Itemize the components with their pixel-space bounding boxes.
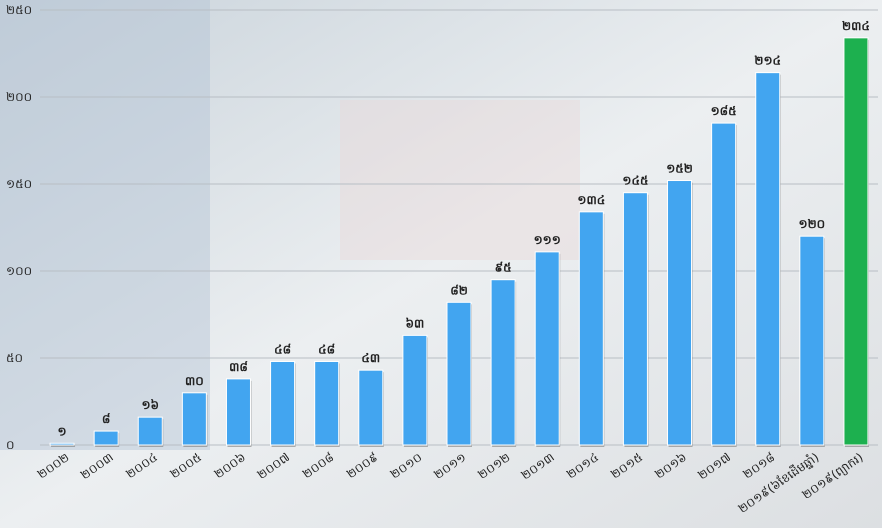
value-label: ១៦ xyxy=(141,398,159,412)
background-containers xyxy=(0,0,210,450)
value-label: ១៣៤ xyxy=(577,193,605,207)
y-tick-label: ០ xyxy=(6,438,15,452)
y-tick-label: ២០០ xyxy=(6,90,32,104)
bar xyxy=(358,369,384,446)
value-label: ២១៤ xyxy=(754,54,781,68)
bar xyxy=(578,211,604,446)
bar xyxy=(225,378,251,446)
bar-shadow xyxy=(51,445,76,447)
bar xyxy=(181,392,207,446)
bar xyxy=(755,72,781,446)
bar xyxy=(314,360,340,446)
bar xyxy=(534,251,560,446)
bar xyxy=(49,442,75,446)
bar xyxy=(711,122,737,446)
bar xyxy=(137,416,163,446)
y-tick-label: ២៥០ xyxy=(6,3,32,17)
bar xyxy=(446,301,472,446)
value-label: ១៥២ xyxy=(666,162,693,176)
value-label: ១២០ xyxy=(799,217,826,231)
value-label: ៤៣ xyxy=(361,351,380,365)
value-label: ៤៨ xyxy=(274,342,291,356)
y-tick-label: ១៥០ xyxy=(6,177,32,191)
bar xyxy=(622,192,648,446)
value-label: ១៨៥ xyxy=(711,104,737,118)
value-label: ៨២ xyxy=(450,283,468,297)
value-label: ៩៥ xyxy=(495,261,512,275)
value-label: ២៣៤ xyxy=(842,19,870,33)
value-label: ១៤៥ xyxy=(622,174,648,188)
background-containers xyxy=(340,100,580,260)
bar xyxy=(93,430,119,446)
bar xyxy=(667,180,693,446)
value-label: ៨ xyxy=(102,412,111,426)
value-label: ១ xyxy=(58,424,67,438)
bar xyxy=(402,334,428,446)
y-tick-label: ១០០ xyxy=(6,264,32,278)
value-label: ៣៨ xyxy=(229,360,248,374)
bar xyxy=(490,279,516,446)
value-label: ៤៨ xyxy=(318,342,335,356)
y-tick-label: ៥០ xyxy=(6,351,23,365)
value-label: ៣០ xyxy=(185,374,204,388)
value-label: ១១១ xyxy=(534,233,561,247)
bar xyxy=(270,360,296,446)
value-label: ៦៣ xyxy=(406,316,425,330)
bar xyxy=(843,37,869,446)
bar xyxy=(799,235,825,446)
